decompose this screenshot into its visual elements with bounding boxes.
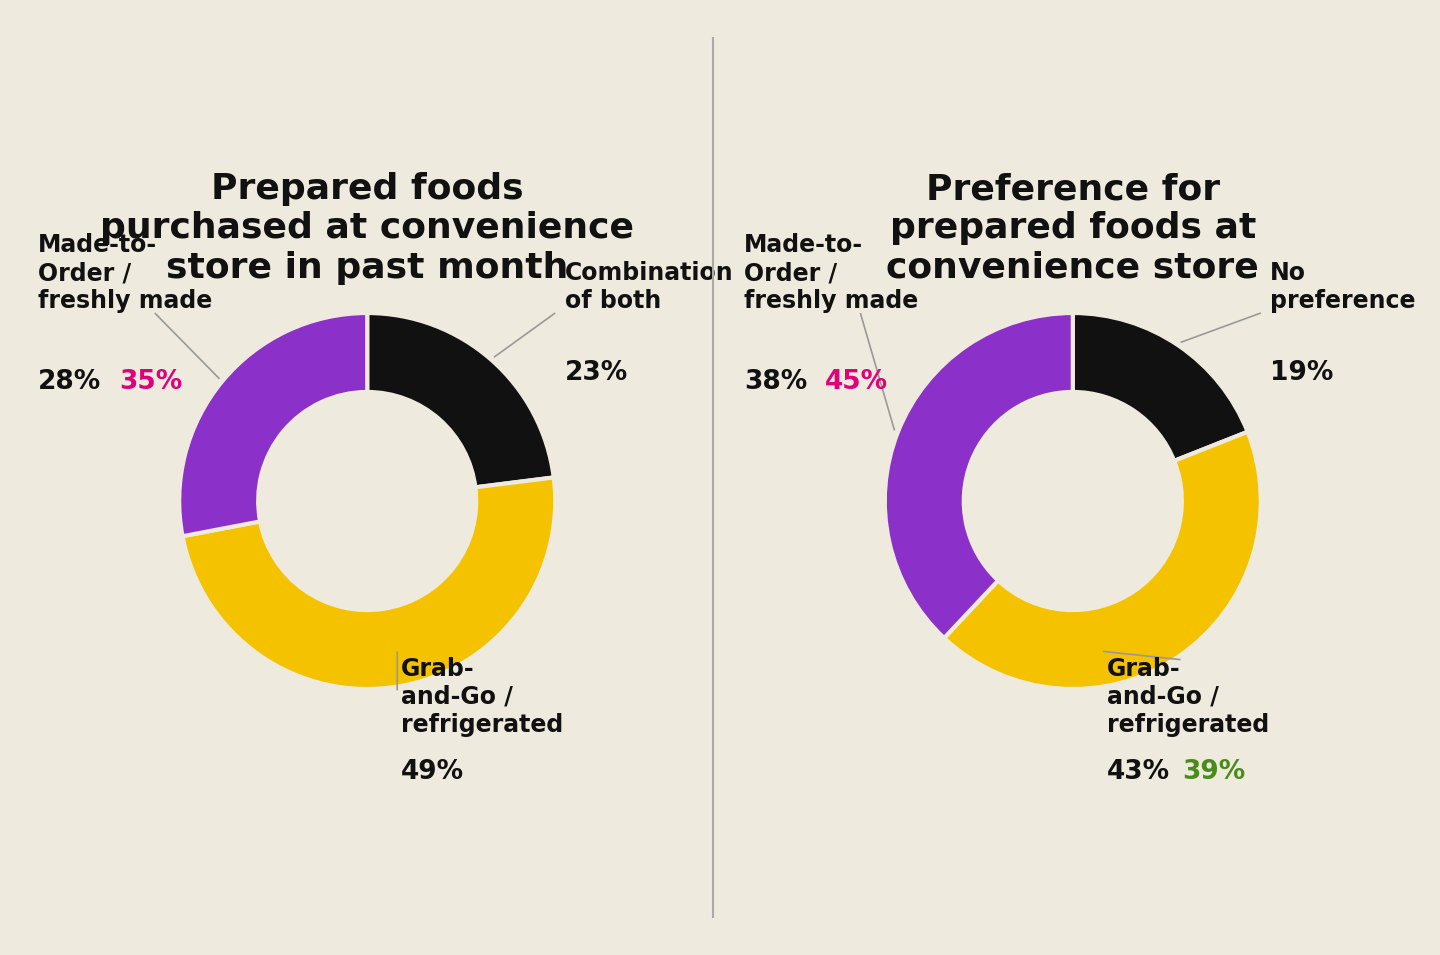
Text: Made-to-
Order /
freshly made: Made-to- Order / freshly made bbox=[744, 233, 919, 313]
Wedge shape bbox=[884, 313, 1073, 638]
Text: Grab-
and-Go /
refrigerated: Grab- and-Go / refrigerated bbox=[402, 657, 563, 736]
Wedge shape bbox=[179, 313, 367, 536]
Wedge shape bbox=[945, 432, 1261, 689]
Text: 35%: 35% bbox=[120, 370, 183, 395]
Text: No
preference: No preference bbox=[1270, 262, 1416, 313]
Text: Preference for
prepared foods at
convenience store: Preference for prepared foods at conveni… bbox=[887, 172, 1259, 285]
Text: 28%: 28% bbox=[39, 370, 101, 395]
Wedge shape bbox=[183, 478, 556, 689]
Text: 19%: 19% bbox=[1270, 360, 1333, 386]
Text: 49%: 49% bbox=[402, 758, 464, 785]
Text: 23%: 23% bbox=[564, 360, 628, 386]
Text: 45%: 45% bbox=[825, 370, 888, 395]
Text: 43%: 43% bbox=[1106, 758, 1169, 785]
Text: Grab-
and-Go /
refrigerated: Grab- and-Go / refrigerated bbox=[1106, 657, 1269, 736]
Text: Prepared foods
purchased at convenience
store in past month: Prepared foods purchased at convenience … bbox=[101, 172, 634, 285]
Text: 38%: 38% bbox=[744, 370, 806, 395]
Text: 39%: 39% bbox=[1182, 758, 1246, 785]
Text: Made-to-
Order /
freshly made: Made-to- Order / freshly made bbox=[39, 233, 213, 313]
Wedge shape bbox=[367, 313, 554, 487]
Text: Combination
of both: Combination of both bbox=[564, 262, 733, 313]
Wedge shape bbox=[1073, 313, 1247, 461]
